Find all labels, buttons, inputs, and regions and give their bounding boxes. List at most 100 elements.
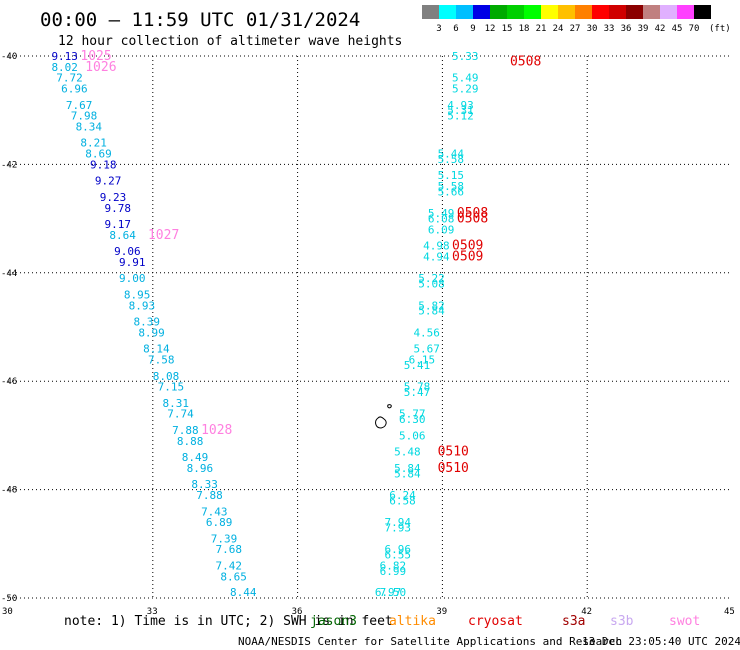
wave-height-label: 7.72 xyxy=(56,72,82,85)
satellite-legend-item: s3b xyxy=(610,614,634,629)
wave-height-label: 8.33 xyxy=(191,478,218,491)
wave-height-label: 7.67 xyxy=(66,99,93,112)
wave-height-label: 8.14 xyxy=(143,343,170,356)
wave-height-label: 9.23 xyxy=(100,191,127,204)
wave-height-label: 5.12 xyxy=(447,110,474,123)
wave-height-label: 7.98 xyxy=(71,110,98,123)
x-tick-label: 30 xyxy=(2,607,13,617)
colorbar-swatch xyxy=(541,5,558,19)
wave-height-label: 5.67 xyxy=(413,343,440,356)
wave-height-label: 6.96 xyxy=(61,83,88,96)
wave-height-label: 5.33 xyxy=(452,50,479,63)
time-label: 1026 xyxy=(85,60,116,75)
colorbar-tick-label: 15 xyxy=(502,24,513,34)
wave-height-label: 5.78 xyxy=(404,381,431,394)
colorbar-tick-label: 27 xyxy=(570,24,581,34)
wave-height-label: 6.96 xyxy=(384,543,411,556)
colorbar-tick-label: 21 xyxy=(536,24,547,34)
y-tick-label: -42 xyxy=(1,160,17,170)
plot-grid: 30 33 36 39 42 45 -40 -42 -44 -46 -48 -50 xyxy=(1,52,735,617)
y-tick-label: -44 xyxy=(1,269,17,279)
wave-height-label: 4.93 xyxy=(447,99,474,112)
wave-height-label: 6.97 xyxy=(375,586,402,599)
coastline xyxy=(375,404,392,429)
wave-height-label: 6.82 xyxy=(380,559,407,572)
colorbar-unit: (ft) xyxy=(709,24,731,34)
y-tick-label: -46 xyxy=(1,377,17,387)
wave-height-label: 5.06 xyxy=(399,429,426,442)
colorbar-swatch xyxy=(456,5,473,19)
colorbar-swatch xyxy=(694,5,711,19)
wave-height-label: 6.08 xyxy=(428,213,455,226)
wave-height-label: 6.09 xyxy=(428,223,455,236)
colorbar-swatch xyxy=(524,5,541,19)
wave-height-label: 9.13 xyxy=(51,50,78,63)
colorbar-tick-label: 33 xyxy=(604,24,615,34)
wave-height-label: 7.74 xyxy=(167,408,194,421)
colorbar-tick-label: 70 xyxy=(689,24,700,34)
wave-height-label: 8.44 xyxy=(230,586,257,599)
colorbar-swatch xyxy=(592,5,609,19)
colorbar-tick-label: 6 xyxy=(453,24,458,34)
wave-height-label: 6.24 xyxy=(389,489,416,502)
time-label: 1025 xyxy=(80,49,111,64)
time-label: 0510 xyxy=(438,461,469,476)
chart-subtitle: 12 hour collection of altimeter wave hei… xyxy=(58,34,402,49)
satellite-legend: jason3 altika cryosat s3a s3b swot xyxy=(310,614,700,629)
wave-height-label: 7.68 xyxy=(216,543,243,556)
wave-height-label: 7.50 xyxy=(380,586,407,599)
wave-height-label: 8.93 xyxy=(129,299,156,312)
wave-height-label: 8.49 xyxy=(182,451,209,464)
wave-height-label: 9.91 xyxy=(119,256,146,269)
colorbar-tick-label: 24 xyxy=(553,24,564,34)
wave-height-label: 8.99 xyxy=(138,326,165,339)
colorbar-swatch xyxy=(643,5,660,19)
satellite-legend-item: altika xyxy=(389,614,436,629)
wave-height-label: 5.84 xyxy=(394,462,421,475)
wave-height-label: 7.58 xyxy=(148,354,175,367)
wave-height-label: 5.84 xyxy=(394,467,421,480)
wave-height-label: 7.43 xyxy=(201,505,228,518)
colorbar-swatch xyxy=(490,5,507,19)
wave-height-label: 5.58 xyxy=(438,180,465,193)
y-tick-label: -40 xyxy=(1,52,17,62)
colorbar-tick-label: 12 xyxy=(485,24,496,34)
wave-height-label: 8.21 xyxy=(80,137,107,150)
colorbar-tick-label: 30 xyxy=(587,24,598,34)
time-label: 0508 xyxy=(457,212,488,227)
wave-height-label: 5.49 xyxy=(452,72,479,85)
wave-height-label: 5.48 xyxy=(394,446,421,459)
x-tick-label: 45 xyxy=(724,607,735,617)
wave-height-label: 5.41 xyxy=(404,359,431,372)
wave-height-label: 5.08 xyxy=(418,278,445,291)
colorbar-tick-label: 18 xyxy=(519,24,530,34)
time-label: 0508 xyxy=(510,54,541,69)
wave-height-label: 5.47 xyxy=(404,386,431,399)
satellite-legend-item: jason3 xyxy=(310,614,357,629)
wave-height-label: 8.34 xyxy=(76,120,103,133)
wave-height-label: 7.42 xyxy=(216,559,243,572)
satellite-legend-item: cryosat xyxy=(468,614,523,629)
wave-height-label: 9.78 xyxy=(105,202,131,215)
wave-height-label: 8.65 xyxy=(220,570,247,583)
satellite-legend-item: swot xyxy=(669,614,700,629)
wave-height-label: 8.69 xyxy=(85,148,112,161)
wave-height-label: 8.95 xyxy=(124,288,151,301)
wave-height-label: 8.08 xyxy=(153,370,180,383)
colorbar-swatch xyxy=(507,5,524,19)
note-text: note: 1) Time is in UTC; 2) SWH is in fe… xyxy=(64,614,393,629)
x-tick-label: 36 xyxy=(292,607,303,617)
wave-height-label: 6.30 xyxy=(399,413,426,426)
time-label: 1027 xyxy=(148,228,179,243)
wave-height-label: 6.99 xyxy=(380,565,407,578)
wave-height-label: 7.88 xyxy=(172,424,199,437)
time-label: 0510 xyxy=(438,445,469,460)
y-tick-label: -50 xyxy=(1,594,17,604)
colorbar-swatch xyxy=(677,5,694,19)
footer-credit: NOAA/NESDIS Center for Satellite Applica… xyxy=(238,635,622,648)
colorbar-tick-label: 3 xyxy=(436,24,441,34)
wave-height-label: 6.15 xyxy=(409,354,436,367)
wave-height-label: 4.94 xyxy=(423,251,450,264)
wave-height-label: 5.82 xyxy=(418,299,445,312)
